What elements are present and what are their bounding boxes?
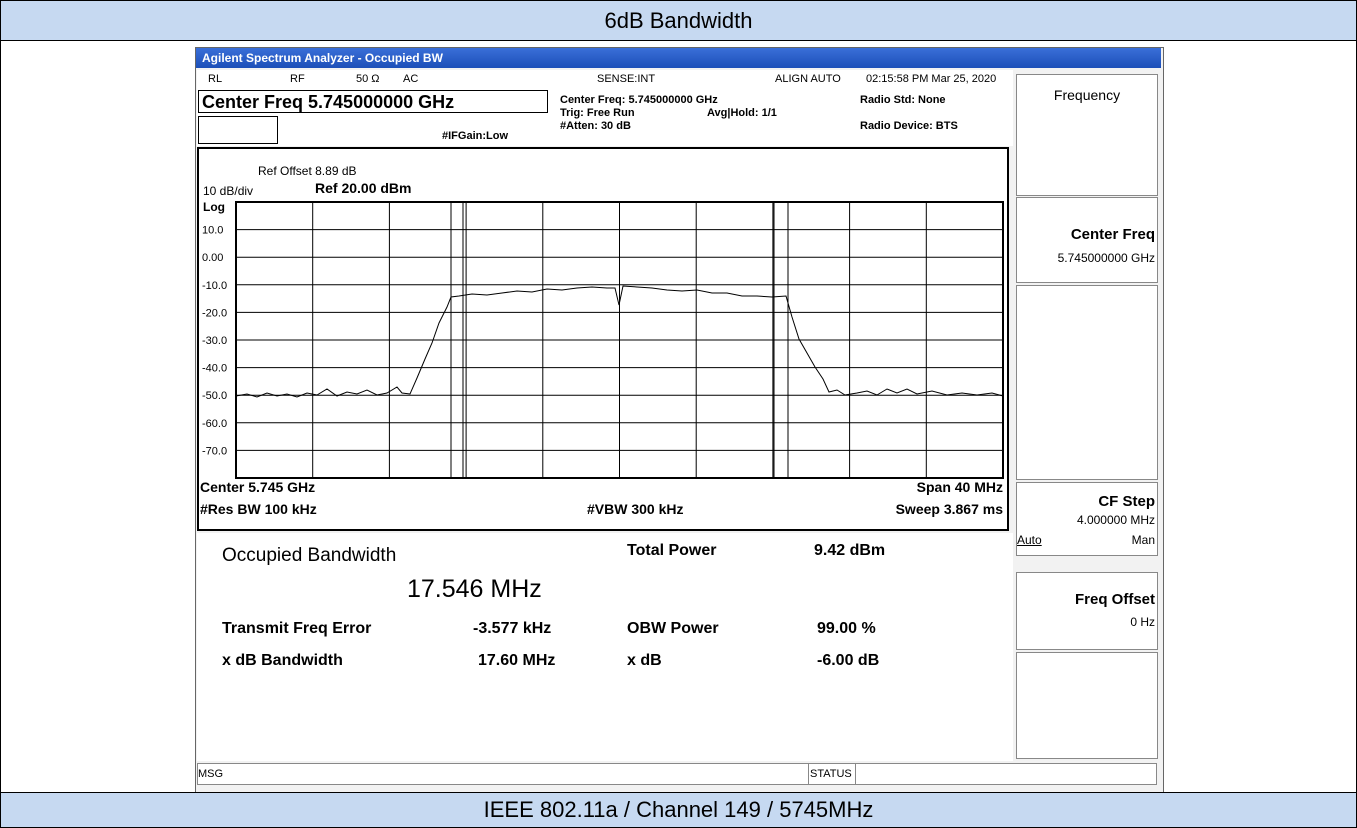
key-label: Freq Offset: [1074, 591, 1155, 608]
scale: 10 dB/div: [203, 184, 253, 198]
result-label: Total Power: [627, 542, 717, 559]
y-label: -60.0: [202, 418, 227, 430]
align: ALIGN AUTO: [775, 73, 841, 85]
softkey-empty: [1016, 652, 1158, 759]
y-label: 0.00: [202, 252, 223, 264]
key-auto: Auto: [1017, 533, 1042, 547]
results-panel: [197, 533, 1013, 761]
y-label: 10.0: [202, 225, 223, 237]
result-value: -6.00 dB: [817, 652, 880, 669]
trig: Trig: Free Run: [560, 107, 635, 119]
radio-std: Radio Std: None: [860, 94, 946, 106]
result-label: Transmit Freq Error: [222, 620, 372, 637]
result-value: 17.60 MHz: [478, 652, 556, 669]
softkey-center-freq[interactable]: Center Freq 5.745000000 GHz: [1016, 197, 1158, 283]
status-sep: [808, 763, 856, 785]
markers: [450, 202, 789, 478]
key-label: Center Freq: [1070, 226, 1155, 243]
rbw-label: #Res BW 100 kHz: [200, 501, 317, 517]
key-label: CF Step: [1098, 493, 1155, 510]
span-label: Span 40 MHz: [917, 479, 1003, 495]
msg: MSG: [198, 768, 224, 780]
y-label: -10.0: [202, 280, 227, 292]
trace: [235, 285, 1004, 398]
key-value: 0 Hz: [1130, 615, 1155, 629]
result-value: 99.00 %: [817, 620, 876, 637]
avg: Avg|Hold: 1/1: [707, 107, 777, 119]
result-label: OBW Power: [627, 620, 719, 637]
vbw-label: #VBW 300 kHz: [587, 501, 683, 517]
sweep-label: Sweep 3.867 ms: [896, 501, 1004, 517]
result-label: x dB: [627, 652, 662, 669]
ifgain: #IFGain:Low: [442, 130, 508, 142]
key-value: 4.000000 MHz: [1076, 513, 1155, 527]
rf: RF: [290, 73, 305, 85]
status-bar: [197, 763, 1157, 785]
softkey-empty: [1016, 285, 1158, 480]
center-freq-box: Center Freq 5.745000000 GHz: [198, 90, 548, 113]
plot-frame: [197, 147, 1009, 531]
key-value: 5.745000000 GHz: [1057, 251, 1155, 265]
atten: #Atten: 30 dB: [560, 120, 631, 132]
window-title: Agilent Spectrum Analyzer - Occupied BW: [196, 48, 1161, 68]
sense: SENSE:INT: [597, 73, 656, 85]
log: Log: [203, 200, 225, 214]
ref-level: Ref 20.00 dBm: [315, 180, 411, 196]
softkey-freq-offset[interactable]: Freq Offset 0 Hz: [1016, 572, 1158, 650]
radio-device: Radio Device: BTS: [860, 120, 958, 132]
rl: RL: [208, 73, 223, 85]
result-value: 9.42 dBm: [814, 542, 886, 559]
impedance: 50 Ω: [356, 73, 380, 85]
datetime: 02:15:58 PM Mar 25, 2020: [866, 73, 997, 85]
header: 6dB Bandwidth: [0, 0, 1357, 41]
result-label: x dB Bandwidth: [222, 652, 343, 669]
status: STATUS: [810, 768, 852, 780]
y-label: -30.0: [202, 335, 227, 347]
softkey-menu[interactable]: Frequency: [1016, 74, 1158, 196]
y-label: -40.0: [202, 363, 227, 375]
key-man: Man: [1131, 533, 1155, 547]
softkey-cf-step[interactable]: CF Step 4.000000 MHz Auto Man: [1016, 482, 1158, 556]
obw-value: 17.546 MHz: [407, 575, 542, 603]
y-label: -70.0: [202, 445, 227, 457]
coupling: AC: [403, 73, 419, 85]
center-info: Center Freq: 5.745000000 GHz: [560, 94, 718, 106]
y-label: -20.0: [202, 307, 227, 319]
ref-offset: Ref Offset 8.89 dB: [258, 164, 357, 178]
obw-title: Occupied Bandwidth: [222, 545, 397, 566]
menu-title: Frequency: [1053, 87, 1121, 103]
grid: [235, 201, 1004, 479]
y-label: -50.0: [202, 390, 227, 402]
center-label: Center 5.745 GHz: [200, 479, 315, 495]
footer: IEEE 802.11a / Channel 149 / 5745MHz: [0, 792, 1357, 828]
settings-area: [197, 70, 1013, 146]
empty-box: [198, 116, 278, 144]
result-value: -3.577 kHz: [473, 620, 552, 637]
plot: Ref Offset 8.89 dB 10 dB/div Ref 20.00 d…: [197, 147, 1009, 531]
